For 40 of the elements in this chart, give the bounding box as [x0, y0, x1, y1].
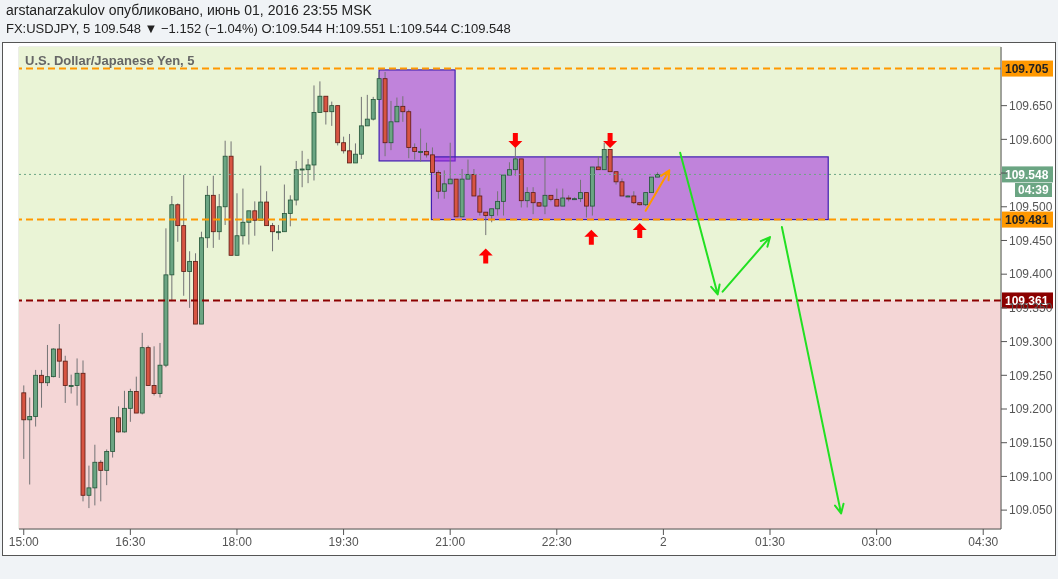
- y-tick-label: 109.300: [1009, 334, 1053, 349]
- candlestick: [323, 95, 329, 126]
- y-tick-label: 109.050: [1009, 503, 1053, 518]
- text: 04:39: [1015, 183, 1052, 198]
- x-tick-label: 15:00: [8, 534, 40, 549]
- x-tick-label: 21:00: [435, 534, 466, 549]
- annotation: U.S. Dollar/Japanese Yen, 5: [25, 53, 195, 68]
- candlestick: [418, 128, 423, 163]
- ref-line-label: 109.705: [1005, 62, 1049, 77]
- y-tick-label: 109.500: [1009, 200, 1053, 215]
- candlestick: [584, 192, 589, 219]
- x-tick-label: 18:00: [221, 534, 253, 549]
- y-tick-label: 109.250: [1009, 368, 1053, 383]
- candlestick: [601, 142, 607, 171]
- ref-line-label: 109.548: [1005, 167, 1049, 182]
- y-tick-label: 109.450: [1009, 233, 1053, 248]
- chart-title: arstanarzakulov опубликовано, июнь 01, 2016 23:55 MSK: [6, 2, 372, 18]
- candlestick: [98, 459, 104, 502]
- x-tick-label: 01:30: [755, 534, 786, 549]
- ref-line-label: 109.481: [1005, 213, 1049, 228]
- candlestick: [133, 376, 139, 414]
- y-tick-label: 109.600: [1009, 132, 1053, 147]
- y-tick-label: 109.150: [1009, 435, 1053, 450]
- y-tick-label: 109.400: [1009, 267, 1053, 282]
- candlestick: [187, 250, 193, 309]
- y-tick-label: 109.200: [1009, 402, 1053, 417]
- candlestick: [116, 405, 121, 434]
- x-tick-label: 2: [660, 534, 668, 549]
- x-tick-label: 03:00: [861, 534, 892, 549]
- x-tick-label: 22:30: [541, 534, 573, 549]
- candlestick: [329, 101, 335, 127]
- chart-subtitle: FX:USDJPY, 5 109.548 ▼ −1.152 (−1.04%) O:109.544 H:109.551 L:109.544 C:109.548: [6, 21, 511, 36]
- y-tick-label: 109.100: [1009, 469, 1053, 484]
- x-tick-label: 19:30: [328, 534, 359, 549]
- x-tick-label: 16:30: [115, 534, 146, 549]
- candlestick: [252, 200, 258, 237]
- candlestick: [39, 369, 44, 409]
- y-tick-label: 109.650: [1009, 98, 1053, 113]
- candlestick: [524, 186, 530, 208]
- x-tick-label: 04:30: [968, 534, 999, 549]
